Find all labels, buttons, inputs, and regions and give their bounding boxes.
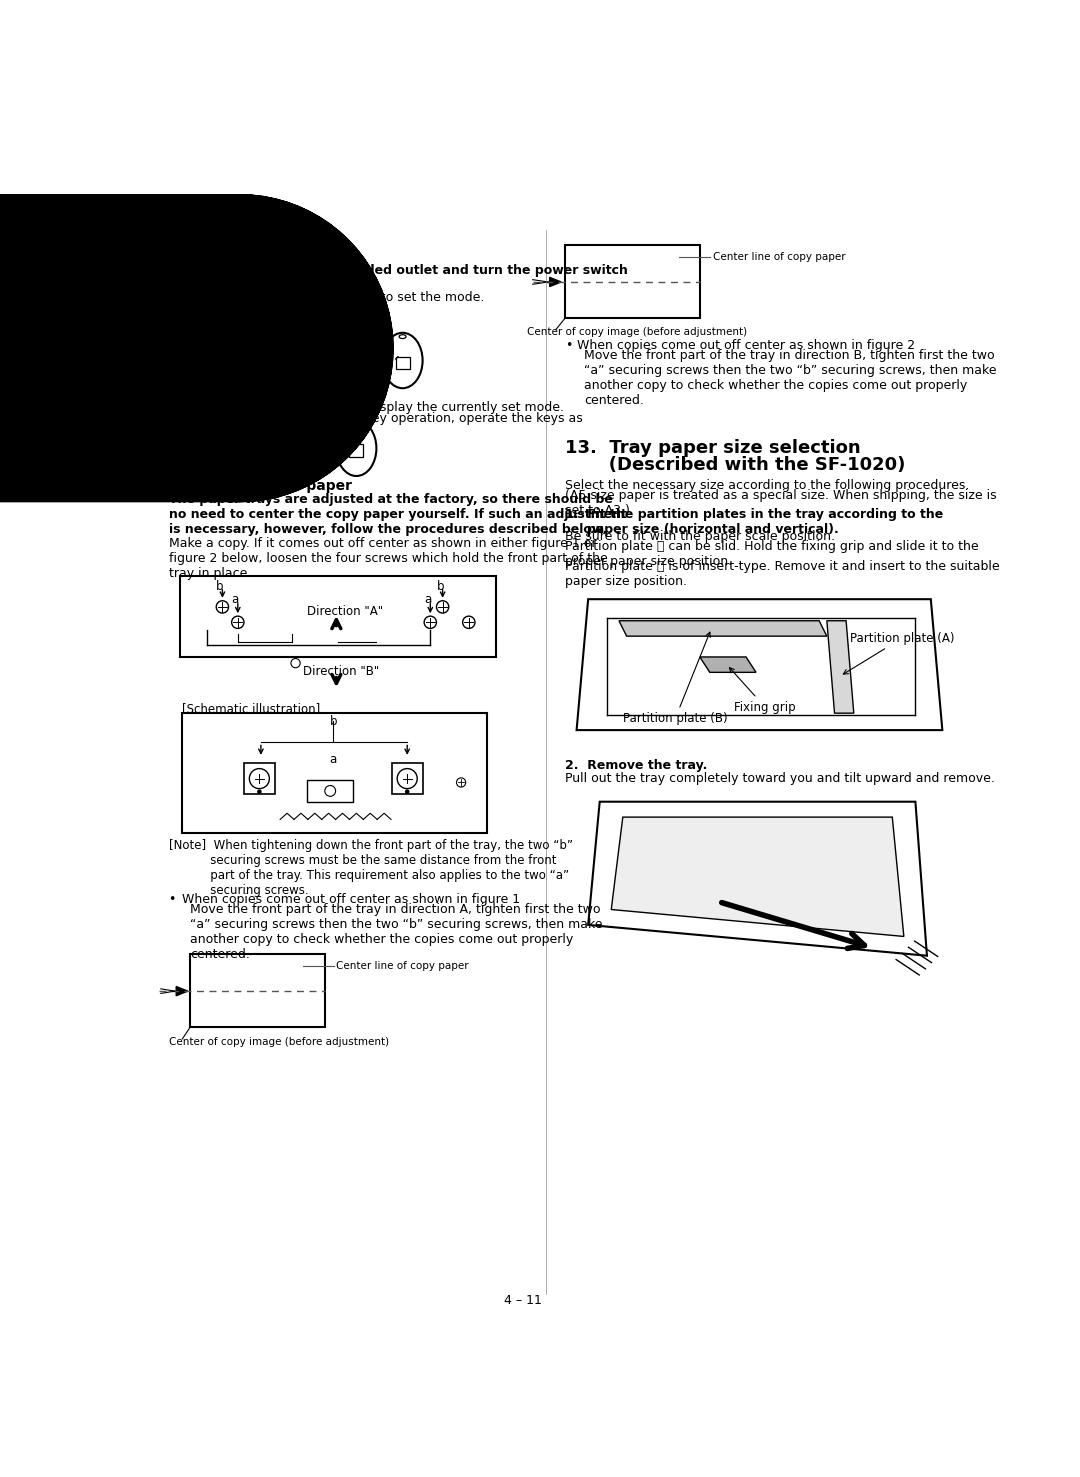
Bar: [180, 576, 496, 657]
Text: Center line of copy paper: Center line of copy paper: [713, 253, 846, 261]
Text: The paper trays are adjusted at the factory, so there should be
no need to cente: The paper trays are adjusted at the fact…: [168, 493, 626, 536]
Text: Center line of copy paper: Center line of copy paper: [336, 962, 469, 970]
Text: Direction "B": Direction "B": [303, 665, 379, 678]
Polygon shape: [619, 620, 827, 637]
Bar: [241, 306, 269, 322]
Polygon shape: [176, 987, 188, 995]
Text: 13.  Tray paper size selection: 13. Tray paper size selection: [565, 439, 861, 456]
Text: Fixing grip: Fixing grip: [729, 668, 796, 713]
Text: Partition plate Ⓐ can be slid. Hold the fixing grip and slide it to the
proper p: Partition plate Ⓐ can be slid. Hold the …: [565, 541, 978, 569]
Polygon shape: [827, 620, 854, 713]
Bar: [307, 306, 335, 322]
Bar: [183, 713, 486, 833]
Text: 2.  Remove the tray.: 2. Remove the tray.: [565, 759, 707, 772]
Text: 2: 2: [318, 309, 324, 319]
Bar: [300, 352, 333, 369]
Bar: [246, 439, 279, 458]
Text: b: b: [329, 715, 337, 728]
Text: •: •: [565, 338, 572, 352]
Text: Partition plate (B): Partition plate (B): [623, 632, 728, 725]
Bar: [392, 764, 422, 795]
Text: 9.  Centering the paper: 9. Centering the paper: [168, 479, 351, 493]
Text: a: a: [424, 594, 431, 606]
Text: 8.  Set the mode.: 8. Set the mode.: [168, 251, 303, 264]
Text: 1.  Fit the partition plates in the tray according to the
     paper size (horiz: 1. Fit the partition plates in the tray …: [565, 508, 943, 536]
Circle shape: [257, 789, 261, 795]
Bar: [296, 439, 322, 458]
Text: Direction "A": Direction "A": [307, 606, 383, 619]
Text: Immediately after the above key operation, operate the keys as
follows:: Immediately after the above key operatio…: [183, 412, 583, 440]
Text: [Schematic illustration]: [Schematic illustration]: [183, 702, 321, 715]
Text: 1: 1: [355, 356, 362, 365]
Text: When copies come out off center as shown in figure 1: When copies come out off center as shown…: [183, 892, 521, 905]
Text: Partition plate (A): Partition plate (A): [843, 632, 955, 674]
Text: Pull out the tray completely toward you and tilt upward and remove.: Pull out the tray completely toward you …: [565, 771, 995, 784]
Bar: [346, 352, 372, 369]
Text: [Note]  When tightening down the front part of the tray, the two “b”
           : [Note] When tightening down the front pa…: [168, 839, 572, 897]
Bar: [190, 954, 325, 1028]
Text: b: b: [216, 580, 224, 592]
Bar: [395, 356, 409, 369]
Text: Be sure to fit with the paper scale position.: Be sure to fit with the paper scale posi…: [565, 530, 835, 544]
Text: Move the front part of the tray in direction A, tighten first the two
“a” securi: Move the front part of the tray in direc…: [190, 902, 603, 960]
Text: b: b: [436, 580, 444, 592]
Text: Plug the copier into a grounded outlet and turn the power switch
on.: Plug the copier into a grounded outlet a…: [168, 264, 627, 292]
Text: The above key operation will display the currently set mode.: The above key operation will display the…: [184, 400, 564, 414]
Text: •: •: [168, 412, 176, 425]
Polygon shape: [550, 278, 562, 287]
Text: ↵: ↵: [284, 309, 293, 319]
Text: •: •: [168, 892, 176, 905]
Text: (Described with the SF-1020): (Described with the SF-1020): [565, 456, 905, 474]
Bar: [307, 780, 353, 802]
Text: a: a: [231, 594, 239, 606]
Text: When copies come out off center as shown in figure 2: When copies come out off center as shown…: [577, 338, 915, 352]
Bar: [350, 445, 363, 456]
Text: 6: 6: [348, 309, 355, 319]
Text: 0/◇: 0/◇: [245, 309, 265, 319]
Text: Center of copy image (before adjustment): Center of copy image (before adjustment): [168, 1037, 389, 1047]
Text: ↵: ↵: [217, 309, 225, 319]
Circle shape: [405, 789, 409, 795]
Text: (A5 size paper is treated as a special size. When shipping, the size is
set to A: (A5 size paper is treated as a special s…: [565, 489, 997, 517]
Text: Partition plate Ⓑ is of insert-type. Remove it and insert to the suitable
paper : Partition plate Ⓑ is of insert-type. Rem…: [565, 560, 1000, 588]
Bar: [179, 306, 207, 322]
Polygon shape: [700, 657, 756, 672]
Bar: [261, 356, 275, 369]
Bar: [338, 306, 366, 322]
Bar: [565, 245, 700, 318]
Text: Operate the keys on the copier to set the mode.: Operate the keys on the copier to set th…: [183, 291, 485, 304]
Text: •: •: [168, 291, 176, 304]
Text: 0/◇: 0/◇: [253, 443, 272, 453]
Text: 4 – 11: 4 – 11: [503, 1294, 542, 1307]
Text: Move the front part of the tray in direction B, tighten first the two
“a” securi: Move the front part of the tray in direc…: [584, 349, 997, 408]
Text: a: a: [329, 753, 337, 767]
Bar: [244, 764, 274, 795]
Text: 1: 1: [306, 443, 312, 453]
Polygon shape: [611, 817, 904, 936]
Text: Center of copy image (before adjustment): Center of copy image (before adjustment): [527, 328, 746, 337]
Text: Make a copy. If it comes out off center as shown in either figure 1 or
figure 2 : Make a copy. If it comes out off center …: [168, 536, 607, 580]
Text: C: C: [189, 309, 197, 319]
Text: 0/◇: 0/◇: [307, 356, 326, 365]
Text: Select the necessary size according to the following procedures.: Select the necessary size according to t…: [565, 479, 970, 492]
